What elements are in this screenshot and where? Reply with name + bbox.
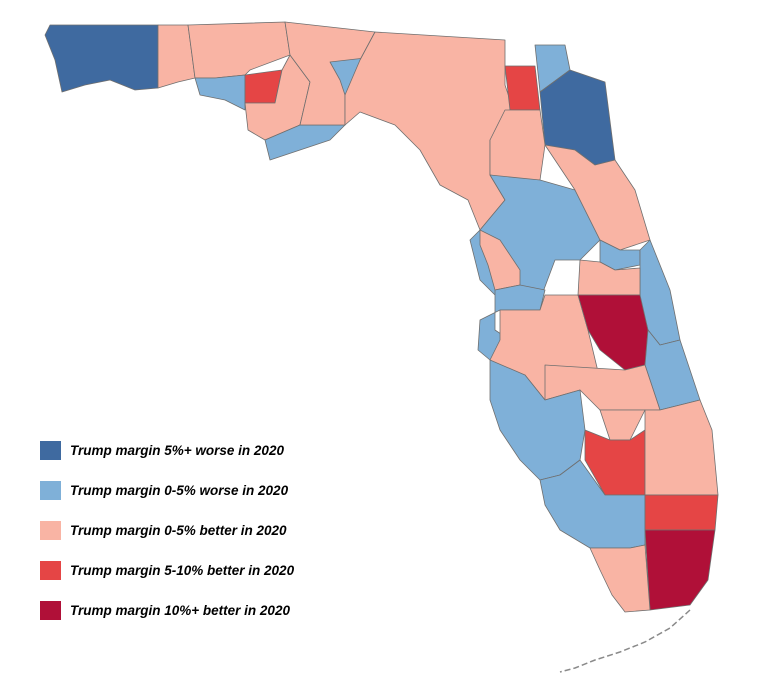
legend-label: Trump margin 10%+ better in 2020 — [70, 602, 290, 618]
county-region-jackson-panhandle — [187, 21, 291, 79]
county-region-escambia-okaloosa-walton — [44, 24, 159, 93]
legend-swatch — [40, 520, 61, 540]
county-region-big-bend — [344, 31, 516, 231]
florida-keys — [559, 609, 691, 673]
legend-swatch — [40, 440, 61, 460]
legend-item-better-5-10: Trump margin 5-10% better in 2020 — [40, 560, 294, 580]
legend-swatch — [40, 560, 61, 580]
county-region-palm-beach — [644, 399, 719, 496]
map-legend: Trump margin 5%+ worse in 2020 Trump mar… — [40, 440, 294, 640]
county-region-bay — [194, 74, 246, 111]
county-regions — [44, 21, 719, 613]
county-region-broward — [644, 494, 719, 531]
county-region-miami-dade — [644, 529, 716, 611]
county-region-putnam-flagler-volusia — [544, 144, 651, 251]
legend-item-worse-0-5: Trump margin 0-5% worse in 2020 — [40, 480, 294, 500]
legend-item-better-10-plus: Trump margin 10%+ better in 2020 — [40, 600, 294, 620]
legend-item-better-0-5: Trump margin 0-5% better in 2020 — [40, 520, 294, 540]
legend-label: Trump margin 5%+ worse in 2020 — [70, 442, 284, 458]
legend-swatch — [40, 480, 61, 500]
legend-label: Trump margin 0-5% worse in 2020 — [70, 482, 289, 498]
legend-label: Trump margin 5-10% better in 2020 — [70, 562, 295, 578]
legend-item-worse-5-plus: Trump margin 5%+ worse in 2020 — [40, 440, 294, 460]
county-region-baker — [504, 65, 541, 111]
legend-swatch — [40, 600, 61, 620]
county-region-monroe-mainland — [589, 544, 651, 613]
legend-label: Trump margin 0-5% better in 2020 — [70, 522, 287, 538]
